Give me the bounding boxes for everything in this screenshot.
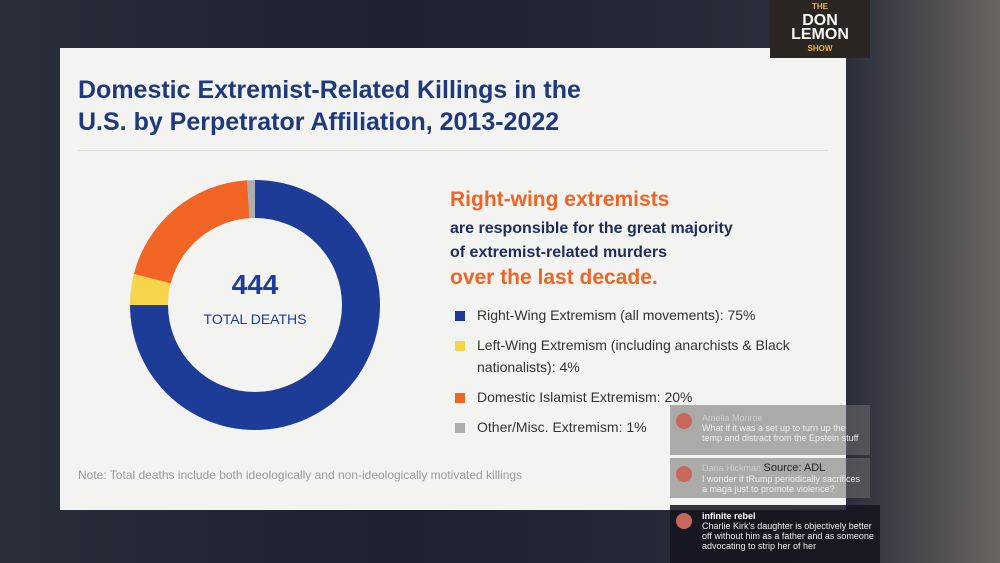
donut-segment (247, 180, 255, 219)
legend-item: Right-Wing Extremism (all movements): 75… (455, 304, 795, 326)
chat-author: Dana Hickman (702, 463, 762, 473)
legend-item: Other/Misc. Extremism: 1% (455, 416, 795, 438)
center-value: 444 (232, 269, 279, 300)
legend-swatch (455, 311, 465, 321)
chat-author: Amelia Monroe (702, 413, 763, 423)
legend-label: Other/Misc. Extremism: 1% (477, 419, 647, 435)
chat-text: What if it was a set up to turn up the t… (702, 423, 859, 443)
legend-swatch (455, 393, 465, 403)
logo-text: DON (802, 12, 838, 29)
legend: Right-Wing Extremism (all movements): 75… (455, 304, 795, 446)
chat-text: Charlie Kirk's daughter is objectively b… (702, 521, 874, 551)
headline-line: over the last decade. (450, 266, 658, 289)
legend-label: Right-Wing Extremism (all movements): 75… (477, 307, 756, 323)
logo-text: LEMON (791, 26, 849, 43)
chat-message: Amelia Monroe What if it was a set up to … (670, 405, 870, 455)
chat-message: infinite rebel Charlie Kirk's daughter is… (670, 505, 880, 563)
center-label: TOTAL DEATHS (204, 311, 307, 327)
chat-text: I wonder if tRump periodically sacrifice… (702, 474, 861, 494)
show-logo: THE DON LEMON SHOW (770, 0, 870, 58)
legend-item: Left-Wing Extremism (including anarchist… (455, 334, 795, 378)
chat-message: Dana Hickman Source: ADL I wonder if tRum… (670, 458, 870, 498)
slide: Domestic Extremist-Related Killings in t… (60, 48, 846, 510)
legend-swatch (455, 423, 465, 433)
legend-item: Domestic Islamist Extremism: 20% (455, 386, 795, 408)
logo-text: SHOW (807, 44, 833, 53)
headline-line: are responsible for the great majority (450, 220, 733, 237)
chat-author: infinite rebel (702, 511, 756, 521)
headline-line: of extremist-related murders (450, 244, 667, 261)
note: Note: Total deaths include both ideologi… (78, 468, 523, 482)
donut-chart: 444 TOTAL DEATHS (130, 180, 380, 430)
legend-swatch (455, 341, 465, 351)
donut-segment (133, 180, 250, 284)
source: Source: ADL (763, 462, 826, 474)
donut-segment (130, 180, 380, 430)
legend-label: Domestic Islamist Extremism: 20% (477, 389, 693, 405)
headline-line: Right-wing extremists (450, 188, 670, 211)
legend-label: Left-Wing Extremism (including anarchist… (477, 337, 790, 375)
donut-segment (130, 273, 171, 305)
divider (78, 150, 828, 151)
logo-text: THE (812, 2, 828, 11)
chart-title: Domestic Extremist-Related Killings in t… (78, 76, 581, 136)
